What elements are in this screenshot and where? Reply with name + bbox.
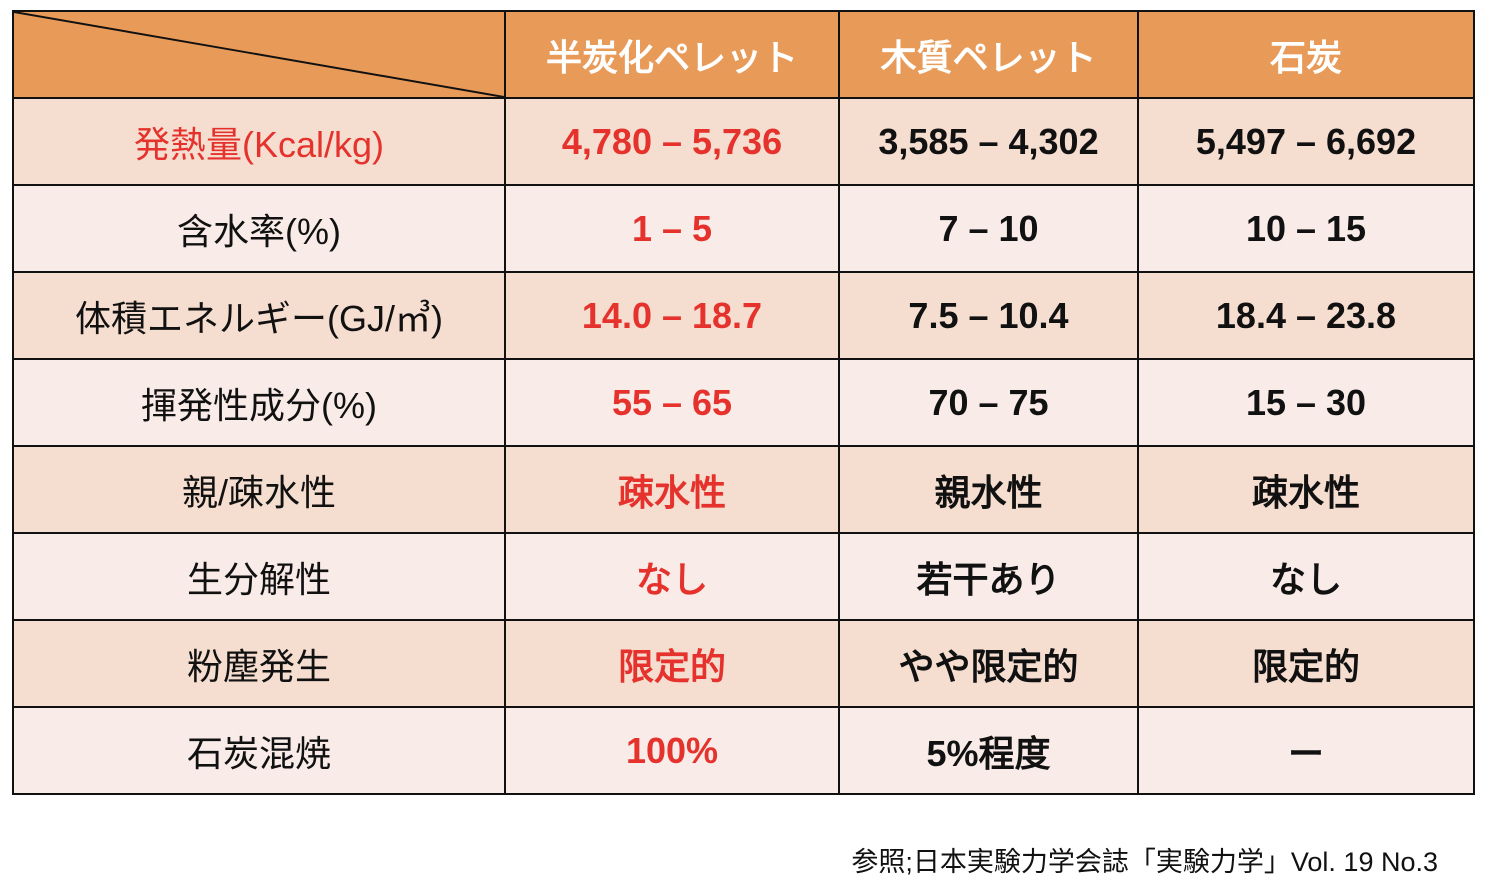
cell-value: 親水性 <box>838 445 1139 534</box>
row-label: 生分解性 <box>12 532 506 621</box>
cell-value: 5%程度 <box>838 706 1139 795</box>
row-label: 粉塵発生 <box>12 619 506 708</box>
cell-value: やや限定的 <box>838 619 1139 708</box>
cell-value: 疎水性 <box>504 445 840 534</box>
row-label: 親/疎水性 <box>12 445 506 534</box>
table-row: 揮発性成分(%) 55 – 65 70 – 75 15 – 30 <box>12 358 1475 447</box>
table-row: 親/疎水性 疎水性 親水性 疎水性 <box>12 445 1475 534</box>
cell-value: 若干あり <box>838 532 1139 621</box>
cell-value: 10 – 15 <box>1137 184 1475 273</box>
table-row: 発熱量(Kcal/kg) 4,780 – 5,736 3,585 – 4,302… <box>12 97 1475 186</box>
cell-value: なし <box>1137 532 1475 621</box>
row-label: 石炭混焼 <box>12 706 506 795</box>
cell-value: 5,497 – 6,692 <box>1137 97 1475 186</box>
cell-value: 7 – 10 <box>838 184 1139 273</box>
diagonal-line <box>14 12 504 97</box>
cell-value: 限定的 <box>504 619 840 708</box>
row-label: 揮発性成分(%) <box>12 358 506 447</box>
header-coal: 石炭 <box>1137 10 1475 99</box>
cell-value: 7.5 – 10.4 <box>838 271 1139 360</box>
cell-value: 14.0 – 18.7 <box>504 271 840 360</box>
cell-value: ー <box>1137 706 1475 795</box>
cell-value: 18.4 – 23.8 <box>1137 271 1475 360</box>
table-row: 生分解性 なし 若干あり なし <box>12 532 1475 621</box>
cell-value: 3,585 – 4,302 <box>838 97 1139 186</box>
row-label: 含水率(%) <box>12 184 506 273</box>
cell-value: 限定的 <box>1137 619 1475 708</box>
row-label: 体積エネルギー(GJ/㎥) <box>12 271 506 360</box>
table-row: 含水率(%) 1 – 5 7 – 10 10 – 15 <box>12 184 1475 273</box>
cell-value: 1 – 5 <box>504 184 840 273</box>
corner-cell <box>12 10 506 99</box>
cell-value: 疎水性 <box>1137 445 1475 534</box>
cell-value: 100% <box>504 706 840 795</box>
header-semi-carbonized-pellet: 半炭化ペレット <box>504 10 840 99</box>
table-row: 石炭混焼 100% 5%程度 ー <box>12 706 1475 795</box>
cell-value: 70 – 75 <box>838 358 1139 447</box>
table-row: 粉塵発生 限定的 やや限定的 限定的 <box>12 619 1475 708</box>
header-wood-pellet: 木質ペレット <box>838 10 1139 99</box>
cell-value: 15 – 30 <box>1137 358 1475 447</box>
cell-value: 4,780 – 5,736 <box>504 97 840 186</box>
comparison-table: 半炭化ペレット 木質ペレット 石炭 発熱量(Kcal/kg) 4,780 – 5… <box>12 10 1475 795</box>
reference-note: 参照;日本実験力学会誌「実験力学」Vol. 19 No.3 <box>851 847 1438 877</box>
cell-value: なし <box>504 532 840 621</box>
header-row: 半炭化ペレット 木質ペレット 石炭 <box>12 10 1475 99</box>
cell-value: 55 – 65 <box>504 358 840 447</box>
table-row: 体積エネルギー(GJ/㎥) 14.0 – 18.7 7.5 – 10.4 18.… <box>12 271 1475 360</box>
row-label: 発熱量(Kcal/kg) <box>12 97 506 186</box>
